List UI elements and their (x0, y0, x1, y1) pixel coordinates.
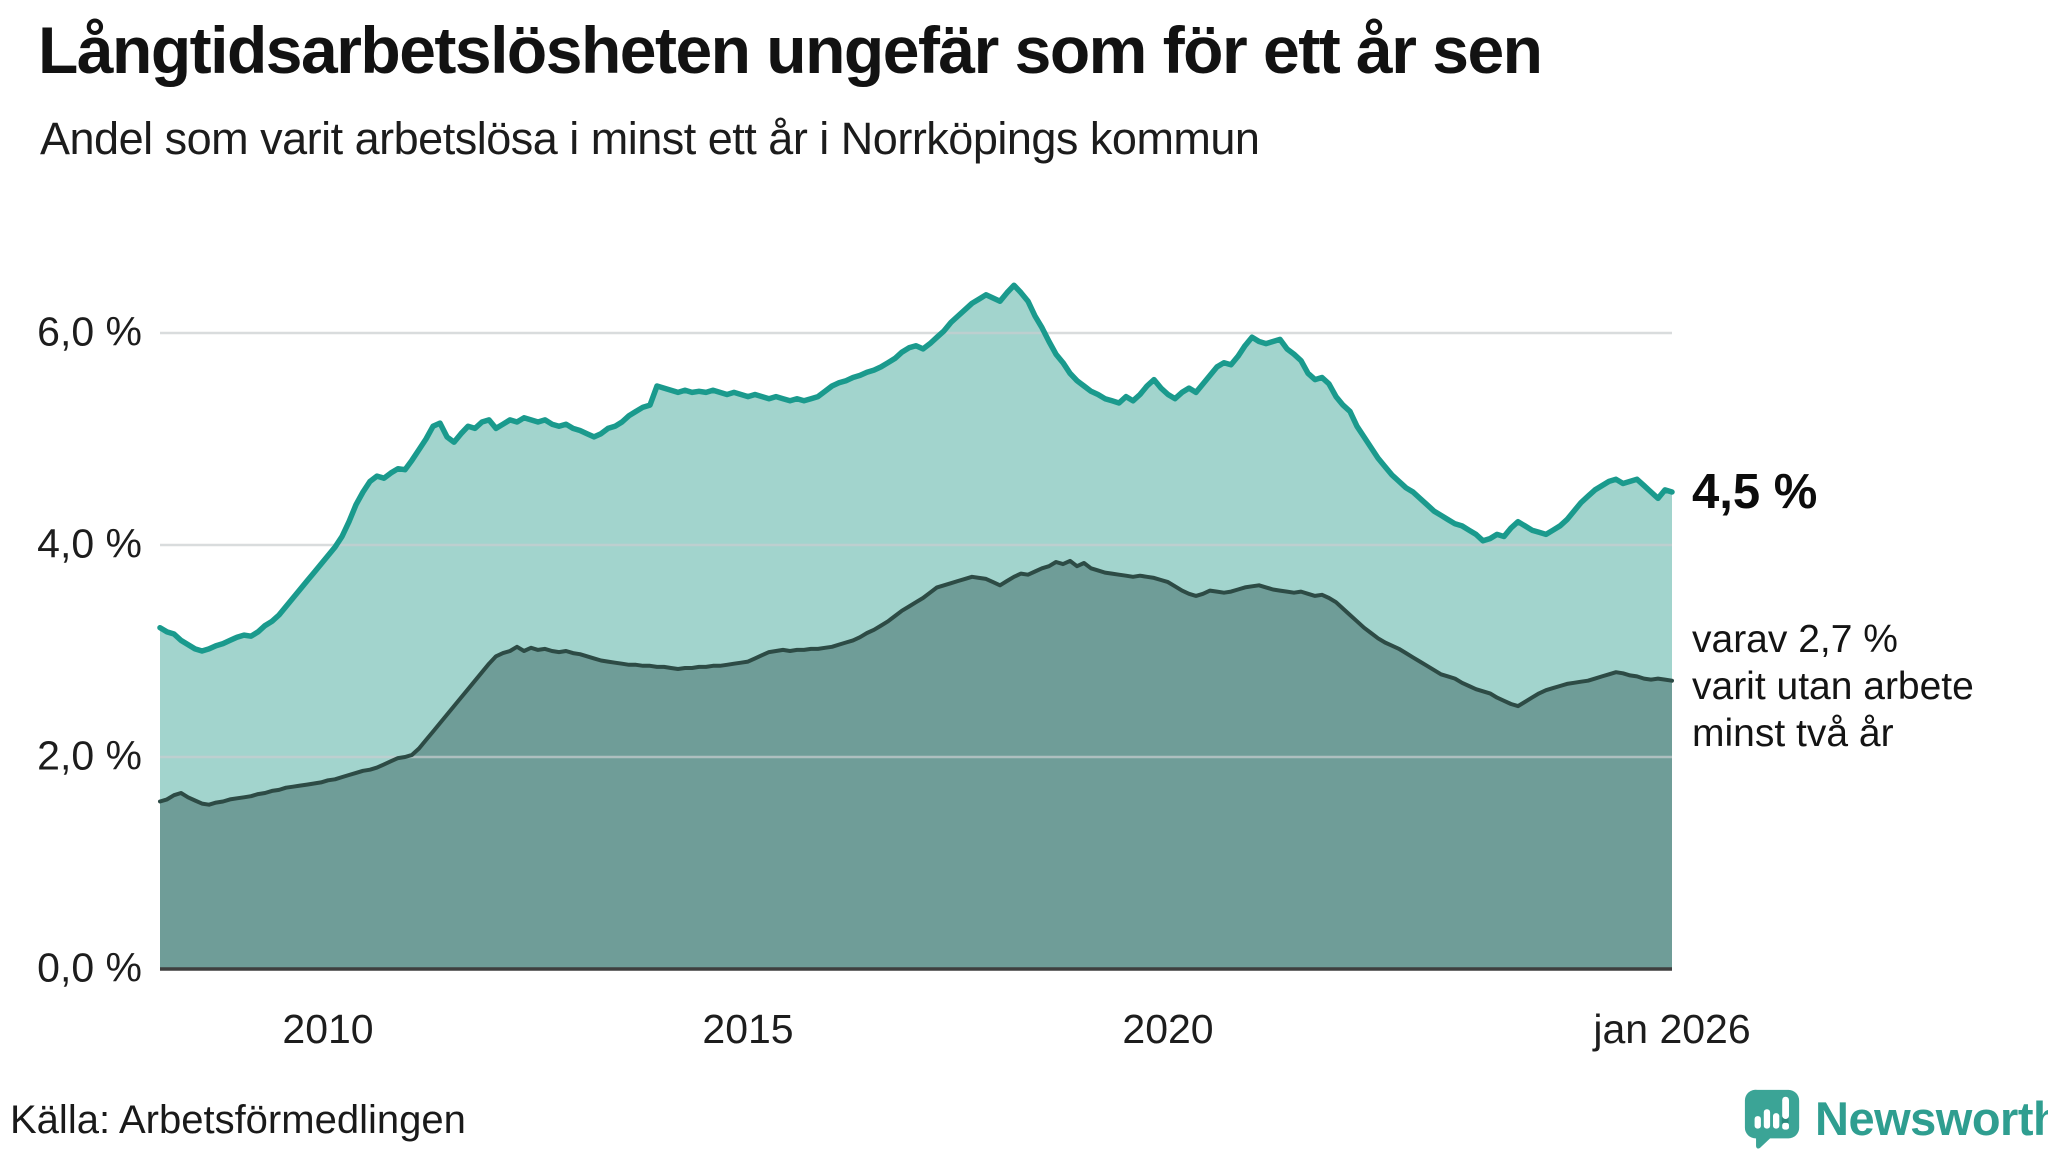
newsworthy-logo-text: Newsworthy (1815, 1091, 2048, 1145)
y-tick-label: 6,0 % (37, 308, 142, 355)
annotation-line: varav 2,7 % (1692, 618, 1898, 661)
newsworthy-logo: Newsworthy (1742, 1086, 2048, 1150)
newsworthy-logo-icon (1744, 1089, 1800, 1149)
series-area-2 (160, 560, 1672, 969)
annotation-line: varit utan arbete (1692, 665, 1974, 708)
y-tick-label: 4,0 % (37, 520, 142, 567)
series1-end-value-label: 4,5 % (1692, 465, 1818, 519)
y-tick-label: 0,0 % (37, 944, 142, 991)
series-line-2 (158, 558, 1674, 807)
x-tick-label: 2010 (282, 1006, 374, 1052)
x-tick-label: 2020 (1122, 1006, 1214, 1052)
annotation-line: minst två år (1692, 712, 1894, 755)
x-tick-label: jan 2026 (1593, 1006, 1751, 1052)
source-credit: Källa: Arbetsförmedlingen (10, 1098, 466, 1142)
y-tick-label: 2,0 % (37, 732, 142, 779)
page-title: Långtidsarbetslösheten ungefär som för e… (38, 13, 1543, 87)
chart-subtitle: Andel som varit arbetslösa i minst ett å… (40, 113, 1260, 164)
x-tick-label: 2015 (702, 1006, 794, 1052)
series2-end-annotation: varav 2,7 % varit utan arbete minst två … (1692, 616, 1974, 757)
series-line-1 (157, 282, 1675, 654)
